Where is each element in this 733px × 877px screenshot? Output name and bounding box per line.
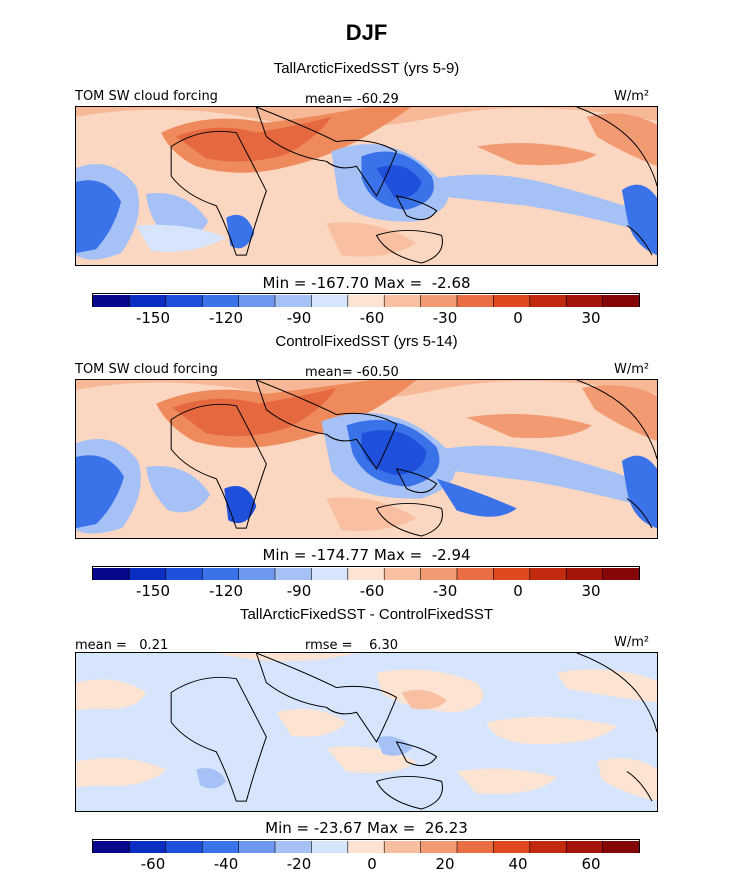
colorbar-swatch	[566, 568, 604, 580]
panel-3-minmax: Min = -23.67 Max = 26.23	[265, 819, 468, 837]
panel-2-tick: -90	[286, 582, 312, 600]
panel-1-tick: 0	[513, 309, 523, 327]
panel-1-map	[75, 106, 658, 266]
panel-3-tick: -20	[286, 855, 312, 873]
colorbar-swatch	[529, 841, 567, 853]
colorbar-swatch	[384, 568, 422, 580]
colorbar-swatch	[202, 295, 240, 307]
colorbar-swatch	[493, 568, 531, 580]
panel-2-unit: W/m²	[614, 362, 650, 377]
colorbar-swatch	[457, 841, 494, 853]
panel-2-tick: -60	[359, 582, 385, 600]
panel-2-tick: -30	[432, 582, 458, 600]
panel-1-variable: TOM SW cloud forcing	[75, 89, 218, 104]
colorbar-swatch	[529, 295, 567, 307]
colorbar-swatch	[275, 568, 312, 580]
colorbar-swatch	[129, 568, 167, 580]
panel-2-variable: TOM SW cloud forcing	[75, 362, 218, 377]
panel-3-unit: W/m²	[614, 635, 650, 650]
colorbar-swatch	[129, 295, 167, 307]
colorbar-swatch	[602, 568, 640, 580]
colorbar-swatch	[311, 295, 349, 307]
panel-1-colorbar	[92, 293, 640, 307]
panel-1-tick: -90	[286, 309, 312, 327]
colorbar-swatch	[275, 841, 312, 853]
colorbar-swatch	[311, 841, 349, 853]
panel-1-minmax: Min = -167.70 Max = -2.68	[262, 274, 471, 292]
panel-1-tick: -120	[208, 309, 244, 327]
panel-3-mean: mean = 0.21	[75, 638, 169, 653]
panel-2-colorbar-ticks: -150 -120 -90 -60 -30 0 30	[92, 582, 640, 602]
colorbar-swatch	[238, 295, 276, 307]
colorbar-swatch	[165, 841, 203, 853]
panel-3-colorbar	[92, 839, 640, 853]
colorbar-swatch	[311, 568, 349, 580]
panel-3-map	[75, 652, 658, 812]
colorbar-swatch	[275, 295, 312, 307]
colorbar-swatch	[493, 841, 531, 853]
panel-3-tick: 40	[508, 855, 528, 873]
panel-1-tick: -30	[432, 309, 458, 327]
panel-3-colorbar-ticks: -60 -40 -20 0 20 40 60	[92, 855, 640, 875]
colorbar-swatch	[529, 568, 567, 580]
colorbar-swatch	[566, 295, 604, 307]
colorbar-swatch	[202, 841, 240, 853]
panel-2-tick: 0	[513, 582, 523, 600]
panel-1-mean: mean= -60.29	[305, 92, 399, 107]
colorbar-swatch	[93, 841, 130, 853]
panel-2-title: ControlFixedSST (yrs 5-14)	[275, 333, 458, 350]
colorbar-swatch	[347, 295, 385, 307]
colorbar-swatch	[238, 568, 276, 580]
panel-3-rmse: rmse = 6.30	[305, 638, 399, 653]
panel-2-tick: -150	[135, 582, 171, 600]
panel-1-tick: -60	[359, 309, 385, 327]
colorbar-swatch	[420, 568, 458, 580]
colorbar-swatch	[457, 295, 494, 307]
panel-3-tick: -40	[213, 855, 239, 873]
panel-3-tick: 0	[367, 855, 377, 873]
colorbar-swatch	[602, 295, 640, 307]
colorbar-swatch	[384, 295, 422, 307]
colorbar-swatch	[93, 295, 130, 307]
colorbar-swatch	[493, 295, 531, 307]
panel-1-tick: 30	[581, 309, 601, 327]
panel-1-tick: -150	[135, 309, 171, 327]
colorbar-swatch	[602, 841, 640, 853]
panel-3-title: TallArcticFixedSST - ControlFixedSST	[239, 606, 494, 623]
panel-2-tick: 30	[581, 582, 601, 600]
panel-3-tick: 20	[435, 855, 455, 873]
colorbar-swatch	[420, 295, 458, 307]
panel-1-colorbar-ticks: -150 -120 -90 -60 -30 0 30	[92, 309, 640, 329]
panel-2-colorbar	[92, 566, 640, 580]
panel-1-unit: W/m²	[614, 89, 650, 104]
colorbar-swatch	[457, 568, 494, 580]
panel-3-tick: -60	[140, 855, 166, 873]
colorbar-swatch	[566, 841, 604, 853]
colorbar-swatch	[93, 568, 130, 580]
colorbar-swatch	[347, 841, 385, 853]
panel-2-mean: mean= -60.50	[305, 365, 399, 380]
panel-2-tick: -120	[208, 582, 244, 600]
panel-3-tick: 60	[581, 855, 601, 873]
colorbar-swatch	[384, 841, 422, 853]
colorbar-swatch	[420, 841, 458, 853]
colorbar-swatch	[165, 295, 203, 307]
main-title: DJF	[345, 20, 388, 45]
panel-2-minmax: Min = -174.77 Max = -2.94	[262, 546, 471, 564]
panel-2-map	[75, 379, 658, 539]
colorbar-swatch	[165, 568, 203, 580]
colorbar-swatch	[202, 568, 240, 580]
colorbar-swatch	[238, 841, 276, 853]
panel-1-title: TallArcticFixedSST (yrs 5-9)	[273, 60, 460, 77]
colorbar-swatch	[129, 841, 167, 853]
colorbar-swatch	[347, 568, 385, 580]
